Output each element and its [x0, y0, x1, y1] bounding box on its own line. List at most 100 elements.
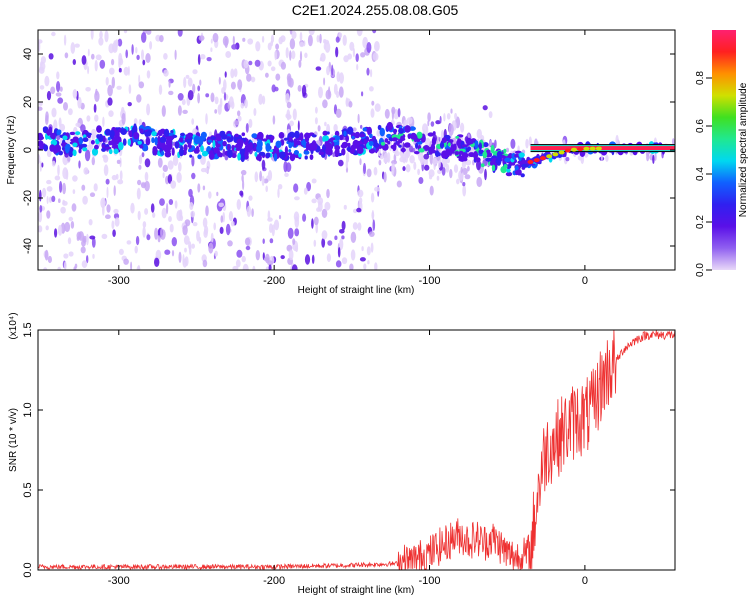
spectral-ridge-blob [101, 144, 106, 149]
spectral-noise-blob [379, 154, 384, 160]
spectral-noise-blob [112, 229, 116, 237]
spectral-noise-blob [396, 180, 402, 188]
spectral-noise-blob [45, 225, 49, 231]
spectral-ridge-blob [210, 136, 216, 140]
spectral-noise-blob [145, 53, 151, 63]
spectral-noise-blob [46, 179, 52, 185]
spectral-noise-blob [51, 160, 56, 167]
spectral-noise-blob [286, 101, 292, 109]
spectral-ridge-blob [38, 140, 44, 147]
spectral-noise-blob [339, 229, 345, 234]
spectral-noise-blob [106, 204, 111, 213]
spectral-noise-blob [223, 79, 227, 92]
spectral-noise-blob [357, 113, 360, 124]
spectral-noise-blob [62, 199, 65, 205]
spectral-ridge-blob [369, 133, 373, 139]
spectral-noise-blob [337, 247, 341, 258]
y-tick-label: 0.0 [22, 562, 34, 577]
spectral-ridge-blob [273, 153, 278, 162]
spectral-noise-blob [227, 240, 233, 247]
spectral-ridge-blob [309, 154, 314, 161]
spectral-noise-blob [352, 47, 355, 58]
spectral-noise-blob [391, 163, 395, 171]
x-tick-label: -200 [263, 275, 285, 287]
spectral-noise-blob [119, 170, 123, 181]
spectral-noise-blob [321, 208, 328, 218]
spectral-noise-blob [352, 222, 358, 230]
spectral-ridge-blob [354, 131, 361, 139]
spectral-ridge-blob [54, 144, 62, 153]
spectral-noise-blob [311, 254, 315, 264]
spectral-noise-blob [307, 34, 313, 47]
spectral-noise-blob [317, 125, 321, 132]
spectral-ridge-blob [82, 137, 89, 142]
spectral-peak-blob [539, 156, 546, 161]
spectral-noise-blob [205, 93, 210, 98]
spectral-noise-blob [345, 152, 350, 163]
spectral-noise-blob [123, 30, 128, 34]
spectral-noise-blob [187, 90, 194, 101]
spectral-noise-blob [372, 30, 377, 34]
spectral-noise-blob [179, 214, 184, 221]
spectral-ridge-blob [193, 135, 201, 145]
spectral-noise-blob [72, 59, 77, 65]
spectral-noise-blob [48, 53, 54, 60]
spectral-noise-blob [188, 188, 193, 198]
spectral-ridge-blob [113, 148, 119, 155]
spectral-ridge-blob [278, 132, 285, 139]
y-tick-label: 20 [22, 96, 34, 108]
spectral-ridge-blob [98, 133, 104, 143]
spectral-noise-blob [324, 121, 327, 127]
spectral-noise-blob [228, 211, 233, 222]
spectral-noise-blob [274, 50, 278, 61]
spectral-ridge-blob [288, 149, 292, 153]
spectral-noise-blob [339, 238, 344, 251]
spectral-noise-blob [209, 131, 212, 137]
spectral-noise-blob [439, 115, 442, 124]
spectral-ridge-blob [504, 157, 511, 163]
spectral-noise-blob [138, 74, 141, 85]
spectral-ridge-blob [254, 151, 258, 157]
spectral-ridge-blob [137, 140, 142, 145]
spectral-noise-blob [137, 210, 141, 221]
spectral-ridge-blob [386, 121, 394, 131]
spectral-ridge-blob [520, 173, 525, 178]
spectral-ridge-blob [96, 125, 102, 133]
spectral-noise-blob [89, 192, 96, 197]
spectral-ridge-blob [480, 163, 485, 168]
spectral-noise-blob [191, 172, 196, 180]
spectral-noise-blob [46, 90, 52, 101]
spectral-noise-blob [58, 198, 61, 203]
spectral-noise-blob [298, 59, 302, 68]
spectral-ridge-blob [265, 152, 271, 158]
spectral-noise-blob [325, 89, 332, 100]
spectral-ridge-blob [474, 140, 479, 150]
spectral-noise-blob [202, 259, 208, 268]
spectral-noise-blob [370, 242, 374, 253]
spectral-noise-blob [87, 66, 90, 75]
spectral-noise-blob [75, 122, 81, 128]
spectral-noise-blob [146, 103, 151, 116]
spectral-noise-blob [115, 173, 119, 180]
spectral-noise-blob [83, 167, 89, 175]
spectral-peak-blob [533, 158, 540, 163]
spectral-noise-blob [210, 47, 213, 52]
spectral-ridge-blob [217, 151, 222, 157]
spectral-ridge-blob [231, 144, 235, 151]
spectral-ridge-blob [69, 131, 76, 136]
spectral-ridge-blob [355, 142, 360, 147]
spectral-noise-blob [445, 163, 450, 173]
spectral-ridge-blob [377, 124, 382, 131]
spectral-noise-blob [80, 246, 86, 254]
spectral-ridge-blob [467, 140, 474, 145]
spectral-noise-blob [275, 43, 279, 50]
spectral-ridge-blob [503, 164, 508, 169]
spectral-noise-blob [192, 69, 198, 75]
spectral-noise-blob [510, 138, 516, 149]
spectral-ridge-blob [511, 162, 516, 166]
spectral-noise-blob [308, 30, 315, 36]
spectral-noise-blob [267, 60, 272, 67]
spectral-ridge-blob [423, 145, 430, 151]
spectral-ridge-blob [409, 126, 416, 131]
spectral-noise-blob [59, 86, 63, 92]
